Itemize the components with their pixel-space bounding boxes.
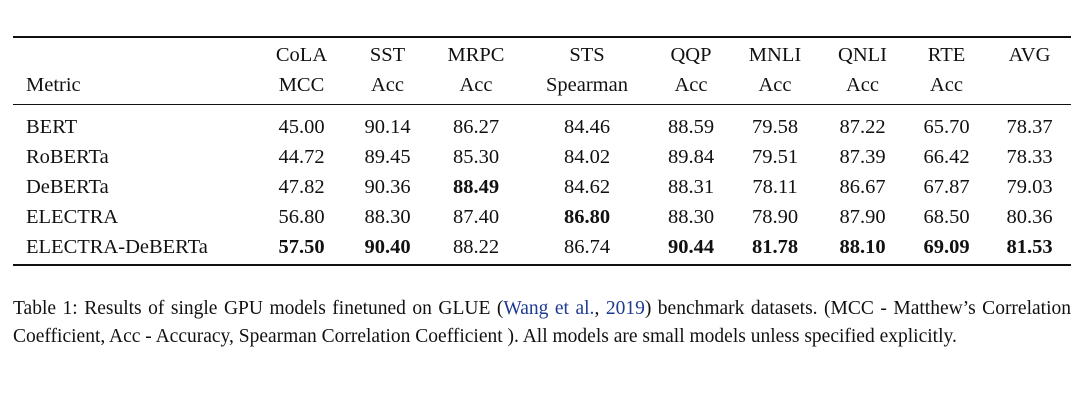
score-cell: 81.53 xyxy=(988,232,1071,266)
score-cell: 85.30 xyxy=(452,146,500,168)
caption-text: ) benchmark datasets. (MCC - Matthew’s C… xyxy=(13,298,1071,347)
score-cell: 88.31 xyxy=(667,176,715,198)
score-cell: 87.90 xyxy=(839,206,886,228)
score-cell: 66.42 xyxy=(923,146,970,168)
column-header: RTE xyxy=(905,36,988,70)
table-row: ELECTRA-DeBERTa 57.50 90.40 88.22 86.74 90.44… xyxy=(13,232,1071,266)
column-subheader: Metric xyxy=(13,70,258,105)
score-cell: 56.80 xyxy=(278,206,325,228)
score-cell: 79.03 xyxy=(1006,176,1053,198)
score-cell: 65.70 xyxy=(923,116,970,138)
score-cell: 88.30 xyxy=(667,206,715,228)
score-cell: 84.62 xyxy=(563,176,611,198)
score-cell: 69.09 xyxy=(905,232,988,266)
score-cell: 90.44 xyxy=(652,232,730,266)
score-cell: 90.36 xyxy=(364,176,411,198)
table-row: BERT 45.00 90.14 86.27 84.46 88.59 79.58 87.22 6… xyxy=(13,105,1071,143)
score-cell: 78.37 xyxy=(1006,116,1053,138)
score-cell: 90.40 xyxy=(345,232,430,266)
column-subheader xyxy=(988,70,1071,105)
score-cell: 78.33 xyxy=(1006,146,1053,168)
model-name: DeBERTa xyxy=(26,176,109,198)
column-header: MRPC xyxy=(430,36,522,70)
column-subheader: Acc xyxy=(652,70,730,105)
score-cell: 68.50 xyxy=(923,206,970,228)
score-cell: 79.58 xyxy=(751,116,799,138)
column-header: SST xyxy=(345,36,430,70)
score-cell: 84.02 xyxy=(563,146,611,168)
column-subheader: Acc xyxy=(820,70,905,105)
citation: Wang et al. xyxy=(503,298,595,319)
column-header: MNLI xyxy=(730,36,820,70)
score-cell: 79.51 xyxy=(751,146,799,168)
column-header: QNLI xyxy=(820,36,905,70)
caption-label: Table 1: xyxy=(13,298,78,319)
score-cell: 86.27 xyxy=(452,116,500,138)
table-row: DeBERTa 47.82 90.36 88.49 84.62 88.31 78.11 86.… xyxy=(13,172,1071,202)
score-cell: 89.45 xyxy=(364,146,411,168)
score-cell: 90.14 xyxy=(364,116,411,138)
table-row: ELECTRA 56.80 88.30 87.40 86.80 88.30 78.90 87.… xyxy=(13,202,1071,232)
table-row: RoBERTa 44.72 89.45 85.30 84.02 89.84 79.51 87.… xyxy=(13,142,1071,172)
column-subheader: Spearman xyxy=(522,70,652,105)
score-cell: 81.78 xyxy=(730,232,820,266)
table-body: BERT 45.00 90.14 86.27 84.46 88.59 79.58 87.22 6… xyxy=(13,105,1071,266)
score-cell: 78.11 xyxy=(752,176,798,198)
score-cell: 88.10 xyxy=(820,232,905,266)
model-name: ELECTRA xyxy=(26,206,119,228)
score-cell: 67.87 xyxy=(923,176,970,198)
score-cell: 84.46 xyxy=(563,116,611,138)
score-cell: 45.00 xyxy=(278,116,325,138)
score-cell: 87.39 xyxy=(839,146,886,168)
score-cell: 47.82 xyxy=(278,176,325,198)
score-cell: 78.90 xyxy=(751,206,799,228)
score-cell: 89.84 xyxy=(667,146,715,168)
score-cell: 86.74 xyxy=(522,232,652,266)
caption-text: , xyxy=(594,298,606,319)
caption: Table 1: Results of single GPU models fi… xyxy=(13,295,1071,350)
score-cell: 88.49 xyxy=(452,176,500,198)
column-subheader: MCC xyxy=(258,70,345,105)
score-cell: 80.36 xyxy=(1006,206,1053,228)
column-header: CoLA xyxy=(258,36,345,70)
column-header xyxy=(13,36,258,70)
score-cell: 87.22 xyxy=(839,116,886,138)
column-header: AVG xyxy=(988,36,1071,70)
score-cell: 88.30 xyxy=(364,206,411,228)
caption-text: Results of single GPU models finetuned o… xyxy=(84,298,504,319)
model-name: BERT xyxy=(26,116,78,138)
column-subheader: Acc xyxy=(345,70,430,105)
header-row: Metric MCC Acc Acc Spearman Acc Acc Acc Acc xyxy=(13,70,1071,105)
score-cell: 86.67 xyxy=(839,176,886,198)
header-row: CoLA SST MRPC STS QQP MNLI QNLI RTE AVG xyxy=(13,36,1071,70)
results-table: CoLA SST MRPC STS QQP MNLI QNLI RTE AVG Metric MC… xyxy=(13,36,1071,266)
column-subheader: Acc xyxy=(905,70,988,105)
score-cell: 44.72 xyxy=(278,146,325,168)
citation: 2019 xyxy=(605,298,645,319)
table-header: CoLA SST MRPC STS QQP MNLI QNLI RTE AVG Metric MC… xyxy=(13,36,1071,105)
column-header: QQP xyxy=(652,36,730,70)
column-header: STS xyxy=(522,36,652,70)
score-cell: 88.22 xyxy=(430,232,522,266)
score-cell: 86.80 xyxy=(563,206,611,228)
model-name: ELECTRA-DeBERTa xyxy=(13,232,258,266)
column-subheader: Acc xyxy=(730,70,820,105)
score-cell: 87.40 xyxy=(452,206,500,228)
score-cell: 88.59 xyxy=(667,116,715,138)
score-cell: 57.50 xyxy=(258,232,345,266)
model-name: RoBERTa xyxy=(26,146,109,168)
column-subheader: Acc xyxy=(430,70,522,105)
